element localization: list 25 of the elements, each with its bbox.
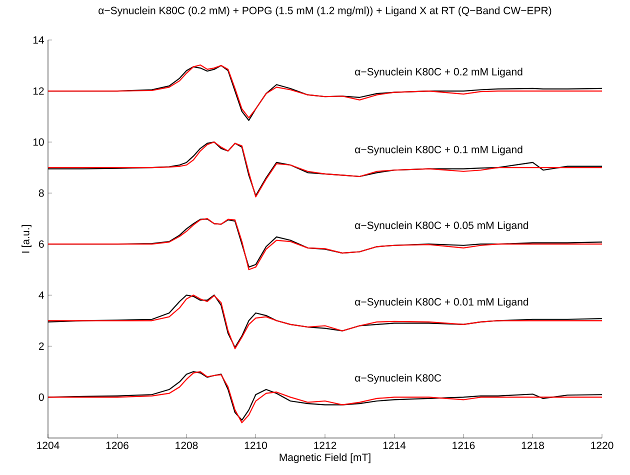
series-label: α−Synuclein K80C + 0.05 mM Ligand: [355, 221, 528, 232]
y-tick-label: 0: [38, 393, 44, 401]
y-tick-label: 2: [38, 342, 44, 350]
x-tick-label: 1214: [383, 442, 406, 450]
series-label: α−Synuclein K80C + 0.1 mM Ligand: [355, 146, 522, 156]
y-axis-title: I [a.u.]: [22, 225, 32, 253]
series-label: α−Synuclein K80C: [355, 374, 442, 384]
x-tick-label: 1218: [522, 442, 544, 450]
x-tick-label: 1220: [591, 442, 614, 450]
y-tick-label: 4: [38, 292, 44, 299]
y-tick-label: 12: [33, 87, 44, 95]
chart-title: α−Synuclein K80C (0.2 mM) + POPG (1.5 mM (1.2 mg/ml)) + Ligand X at RT (Q−Band CW−EPR): [98, 6, 552, 16]
series-label: α−Synuclein K80C + 0.01 mM Ligand: [355, 298, 528, 308]
series-label: α−Synuclein K80C + 0.2 mM Ligand: [355, 68, 522, 78]
x-tick-label: 1212: [314, 442, 336, 450]
x-axis-title: Magnetic Field [mT]: [280, 453, 370, 464]
y-tick-label: 10: [33, 138, 44, 146]
x-tick-label: 1216: [452, 442, 475, 450]
x-tick-label: 1208: [176, 442, 198, 450]
x-tick-label: 1206: [106, 442, 128, 450]
x-tick-label: 1210: [244, 442, 268, 450]
y-tick-label: 6: [38, 240, 44, 248]
y-tick-label: 8: [38, 189, 44, 197]
y-tick-label: 14: [33, 36, 44, 44]
x-tick-label: 1204: [37, 442, 60, 450]
